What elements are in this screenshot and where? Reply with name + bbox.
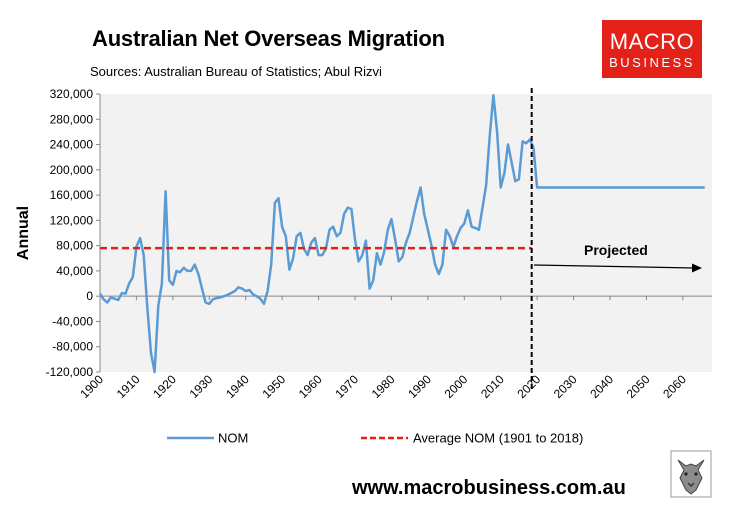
projection-arrow-head xyxy=(692,263,702,273)
x-tick-label: 2040 xyxy=(587,372,616,401)
x-tick-label: 1920 xyxy=(150,372,179,401)
y-tick-label: -80,000 xyxy=(52,340,93,354)
x-tick-label: 1940 xyxy=(223,372,252,401)
legend-label-nom: NOM xyxy=(218,431,248,446)
projected-annotation: Projected xyxy=(584,242,648,258)
x-tick-label: 2010 xyxy=(478,372,507,401)
axes-layer xyxy=(96,93,712,373)
y-tick-label: 160,000 xyxy=(50,188,94,202)
y-axis-title: Annual xyxy=(15,206,32,260)
y-tick-label: 40,000 xyxy=(56,264,93,278)
y-tick-label: 280,000 xyxy=(50,112,94,126)
x-tick-label: 2030 xyxy=(551,372,580,401)
x-tick-label: 1970 xyxy=(332,372,361,401)
footer-url: www.macrobusiness.com.au xyxy=(352,477,626,499)
y-tick-label: -120,000 xyxy=(46,365,94,379)
y-tick-label: 80,000 xyxy=(56,239,93,253)
y-tick-label: 320,000 xyxy=(50,87,94,101)
y-tick-label: 240,000 xyxy=(50,138,94,152)
nom-series-line xyxy=(98,94,705,374)
x-tick-label: 2050 xyxy=(624,372,653,401)
x-tick-label: 1950 xyxy=(259,372,288,401)
x-tick-label: 1930 xyxy=(187,372,216,401)
legend: NOM Average NOM (1901 to 2018) xyxy=(167,431,583,446)
x-tick-label: 1980 xyxy=(369,372,398,401)
page-subtitle: Sources: Australian Bureau of Statistics… xyxy=(90,64,382,79)
x-tick-label: 1990 xyxy=(405,372,434,401)
x-tick-label: 2060 xyxy=(660,372,689,401)
x-tick-label: 1960 xyxy=(296,372,325,401)
y-tick-label: -40,000 xyxy=(52,314,93,328)
plot-area xyxy=(100,94,712,372)
x-tick-label: 2020 xyxy=(514,372,543,401)
y-tick-label: 200,000 xyxy=(50,163,94,177)
y-tick-label: 120,000 xyxy=(50,213,94,227)
legend-label-average: Average NOM (1901 to 2018) xyxy=(413,431,583,446)
macrobusiness-logo: MACRO BUSINESS xyxy=(602,20,702,78)
x-tick-label: 2000 xyxy=(442,372,471,401)
logo-line-2: BUSINESS xyxy=(609,55,695,70)
y-tick-label: 0 xyxy=(86,289,93,303)
projection-arrow-line xyxy=(533,264,695,269)
logo-line-1: MACRO xyxy=(609,29,695,54)
x-tick-label: 1910 xyxy=(114,372,143,401)
series-layer: Projected xyxy=(98,88,705,392)
wolf-mascot-icon xyxy=(670,450,712,498)
page-title: Australian Net Overseas Migration xyxy=(92,26,445,51)
